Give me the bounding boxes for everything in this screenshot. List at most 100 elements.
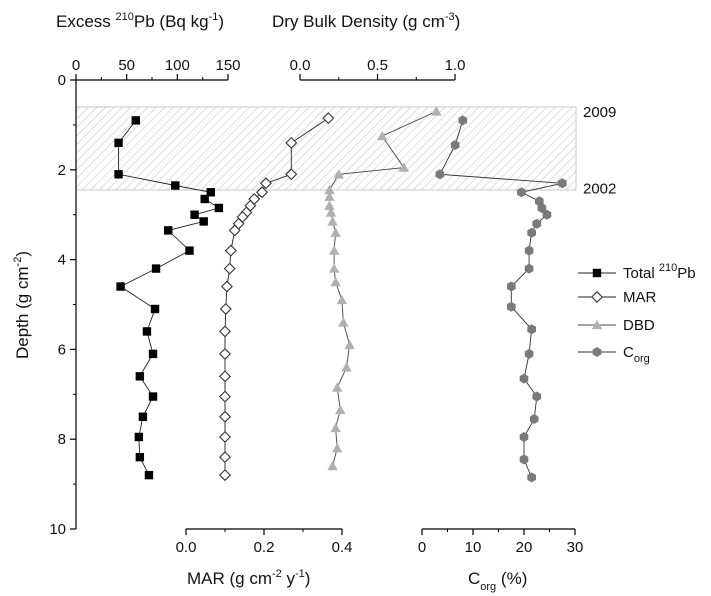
- data-point: [219, 469, 231, 482]
- data-series: [114, 106, 567, 483]
- data-point: [524, 348, 534, 359]
- legend-marker: [592, 268, 602, 278]
- legend: Total 210Pb MAR DBD Corg: [578, 262, 696, 365]
- series-square: [114, 116, 224, 480]
- data-point: [344, 339, 355, 350]
- dry-bulk-density-axis: 0.0 0.5 1.0: [290, 57, 465, 81]
- data-point: [532, 391, 542, 402]
- data-point: [142, 327, 152, 336]
- series-line: [439, 120, 563, 478]
- data-point: [527, 324, 536, 335]
- data-point: [431, 106, 442, 116]
- data-point: [171, 181, 180, 190]
- data-point: [285, 168, 298, 181]
- data-point: [214, 203, 224, 213]
- corg-axis-tick-label: 30: [567, 539, 584, 556]
- data-point: [259, 177, 272, 190]
- legend-item-corg: Corg: [578, 344, 650, 365]
- depth-tick-label: 0: [58, 72, 66, 89]
- data-point: [185, 246, 194, 255]
- legend-item-total-pb: Total 210Pb: [578, 262, 696, 282]
- data-point: [458, 115, 468, 126]
- legend-marker: [591, 291, 603, 303]
- data-point: [328, 263, 340, 273]
- data-point: [324, 191, 335, 201]
- data-point: [524, 245, 534, 256]
- svg-text:Total 210Pb: Total 210Pb: [623, 262, 696, 282]
- data-point: [324, 200, 335, 210]
- legend-marker: [591, 319, 603, 330]
- svg-text:Corg: Corg: [623, 344, 650, 365]
- legend-marker: [592, 347, 602, 357]
- mar-axis-tick-label: 0.2: [254, 539, 275, 556]
- dry-bulk-density-axis-tick-label: 0.0: [290, 57, 311, 74]
- data-point: [435, 169, 445, 180]
- data-point: [376, 130, 388, 141]
- data-point: [325, 207, 337, 217]
- data-point: [517, 187, 526, 198]
- corg-axis-tick-label: 10: [465, 539, 482, 556]
- data-point: [450, 140, 460, 151]
- data-point: [151, 264, 161, 273]
- data-point: [327, 460, 338, 471]
- data-point: [114, 170, 123, 179]
- data-point: [506, 281, 516, 292]
- corg-axis-title: Corg (%): [468, 569, 527, 593]
- data-point: [542, 209, 552, 220]
- data-point: [332, 382, 343, 392]
- data-point: [219, 325, 231, 338]
- mar-axis: 0.0 0.2 0.4: [176, 528, 353, 556]
- data-point: [330, 276, 341, 287]
- series-line: [118, 120, 220, 476]
- data-point: [338, 317, 349, 327]
- data-point: [150, 304, 160, 314]
- depth-tick-label: 4: [58, 252, 66, 269]
- data-point: [220, 280, 233, 293]
- excess-pb-axis-tick-label: 0: [72, 57, 80, 74]
- excess-pb-axis-tick-label: 100: [165, 57, 190, 74]
- data-point: [524, 263, 534, 274]
- data-point: [223, 262, 236, 275]
- data-point: [206, 188, 215, 197]
- data-point: [199, 217, 208, 226]
- legend-item-mar: MAR: [578, 289, 657, 306]
- data-point: [228, 224, 241, 237]
- series-hexagon: [435, 115, 567, 483]
- data-point: [529, 414, 539, 424]
- data-point: [135, 372, 145, 381]
- data-point: [519, 454, 529, 465]
- data-point: [519, 373, 529, 384]
- data-point: [327, 216, 338, 226]
- data-point: [330, 422, 341, 433]
- data-point: [224, 244, 237, 257]
- data-point: [532, 218, 542, 229]
- data-point: [200, 194, 209, 204]
- data-point: [164, 226, 173, 235]
- series-triangle: [324, 106, 442, 471]
- data-point: [527, 472, 536, 483]
- data-point: [148, 392, 158, 401]
- mar-axis-tick-label: 0.0: [176, 539, 197, 556]
- mar-axis-tick-label: 0.4: [332, 539, 353, 556]
- data-point: [219, 451, 231, 464]
- depth-tick-label: 2: [58, 162, 66, 179]
- data-point: [285, 136, 298, 149]
- data-point: [148, 349, 158, 359]
- data-point: [144, 470, 154, 480]
- data-point: [114, 138, 123, 148]
- depth-tick-label: 10: [49, 521, 66, 538]
- data-point: [219, 370, 231, 383]
- excess-pb-axis: 0 50 100 150: [72, 57, 241, 81]
- data-point: [506, 301, 516, 312]
- depth-axis-title: Depth (g cm-2): [12, 251, 32, 359]
- depth-axis: 0 2 4 6 8 10: [49, 72, 77, 538]
- excess-pb-axis-tick-label: 50: [118, 57, 135, 74]
- corg-axis: 0 10 20 30: [418, 528, 584, 556]
- data-point: [519, 432, 529, 442]
- data-point: [138, 412, 148, 421]
- data-point: [219, 347, 231, 360]
- data-point: [134, 432, 144, 442]
- data-point: [324, 184, 335, 195]
- data-point: [335, 404, 346, 415]
